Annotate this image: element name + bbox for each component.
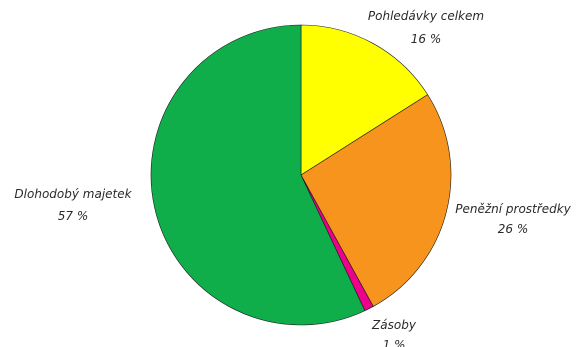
slice-value-zasoby: 1 %	[383, 338, 406, 347]
slice-value-dlohodoby: 57 %	[58, 209, 89, 223]
pie-labels: Pohledávky celkem 16 % Peněžní prostředk…	[14, 9, 571, 347]
slice-label-pohledavky: Pohledávky celkem	[368, 9, 484, 23]
pie-slice-1	[300, 24, 429, 176]
slice-label-dlohodoby: Dlohodobý majetek	[14, 187, 132, 201]
slice-value-pohledavky: 16 %	[411, 32, 442, 46]
pie-slices	[150, 24, 452, 326]
pie-slice-2	[300, 94, 452, 307]
slice-label-zasoby: Zásoby	[371, 318, 417, 332]
slice-value-penezni: 26 %	[498, 222, 529, 236]
pie-slice-4	[150, 24, 366, 326]
slice-label-penezni: Peněžní prostředky	[455, 202, 571, 216]
